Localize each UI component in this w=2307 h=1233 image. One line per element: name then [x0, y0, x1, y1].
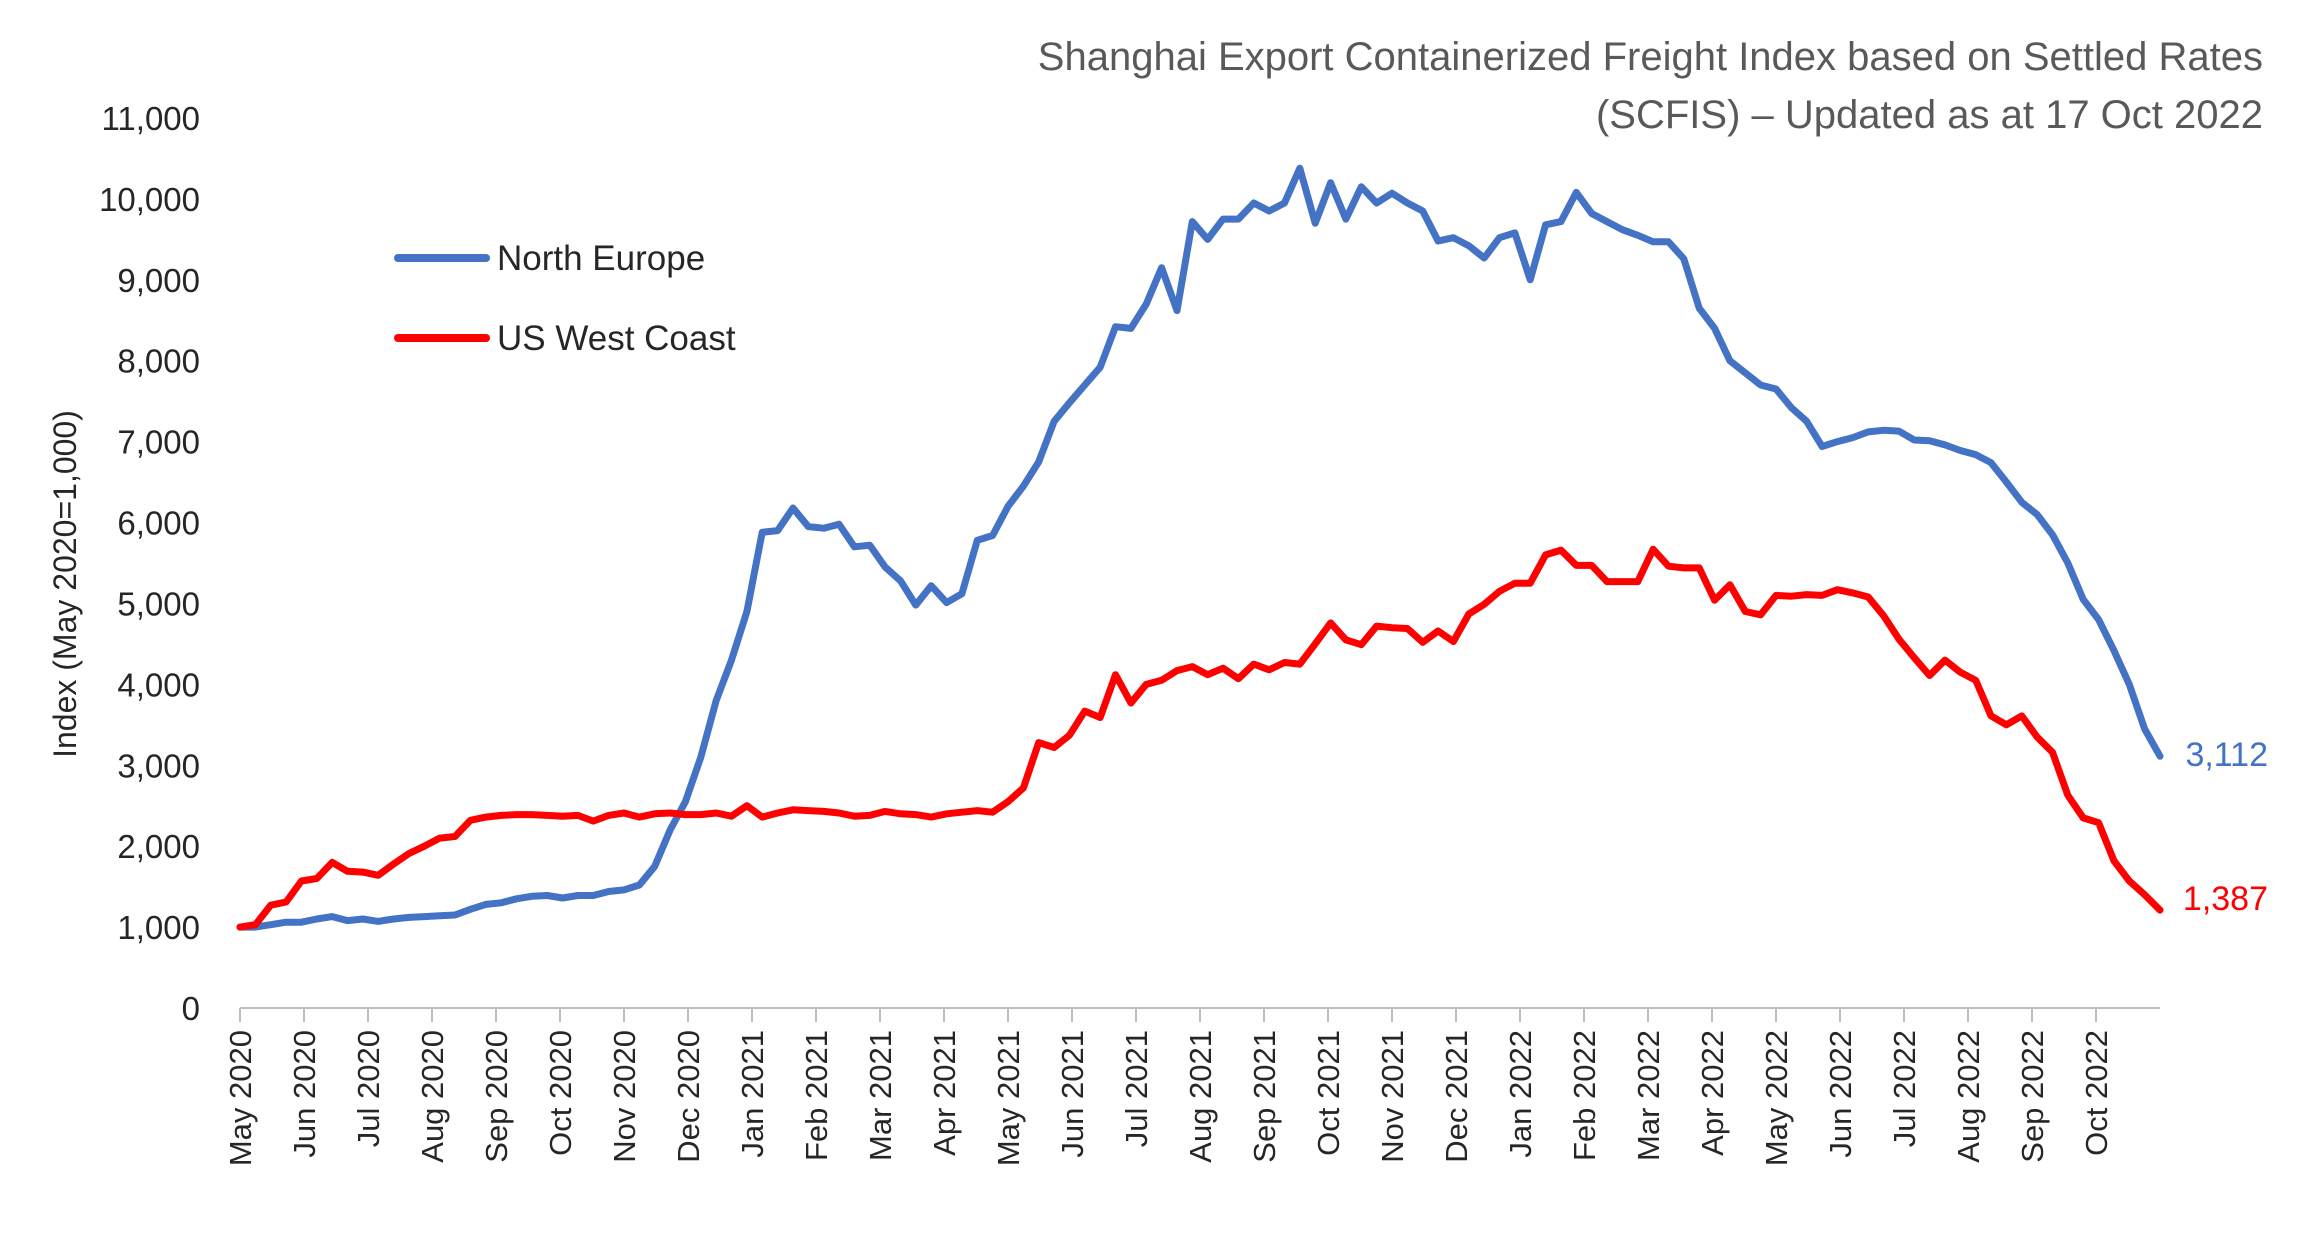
x-tick-label: Oct 2022 [2079, 1030, 2114, 1156]
x-tick-label: Sep 2022 [2015, 1030, 2050, 1163]
chart-title: Shanghai Export Containerized Freight In… [1038, 35, 2263, 137]
x-tick-label: Aug 2022 [1951, 1030, 1986, 1163]
x-tick-label: Oct 2021 [1311, 1030, 1346, 1156]
y-tick-label: 10,000 [99, 181, 200, 218]
x-tick-label: May 2021 [991, 1030, 1026, 1166]
x-tick-label: Jan 2021 [735, 1030, 770, 1158]
x-tick-label: Jul 2021 [1119, 1030, 1154, 1147]
y-tick-label: 9,000 [117, 262, 200, 299]
y-tick-label: 3,000 [117, 747, 200, 784]
y-tick-label: 1,000 [117, 909, 200, 946]
chart-title-line-1: Shanghai Export Containerized Freight In… [1038, 35, 2263, 79]
y-tick-label: 2,000 [117, 828, 200, 865]
legend-label-1: US West Coast [497, 319, 736, 358]
series-end-label-0: 3,112 [2185, 736, 2268, 774]
x-tick-label: Apr 2021 [927, 1030, 962, 1156]
y-tick-label: 6,000 [117, 505, 200, 542]
x-tick-label: Jan 2022 [1503, 1030, 1538, 1158]
series-line-1 [236, 545, 2164, 931]
x-tick-label: May 2022 [1759, 1030, 1794, 1166]
series-end-label-1: 1,387 [2183, 880, 2268, 918]
y-tick-label: 5,000 [117, 585, 200, 622]
x-tick-label: Feb 2021 [799, 1030, 834, 1161]
y-tick-label: 4,000 [117, 666, 200, 703]
x-tick-label: Dec 2020 [671, 1030, 706, 1163]
x-tick-label: Jun 2021 [1055, 1030, 1090, 1158]
x-tick-label: Sep 2020 [479, 1030, 514, 1163]
series-end-labels: 3,112 1,387 [2183, 736, 2268, 918]
x-tick-label: Feb 2022 [1567, 1030, 1602, 1161]
chart-legend: North Europe US West Coast [394, 239, 736, 358]
x-tick-label: Sep 2021 [1247, 1030, 1282, 1163]
y-tick-label: 11,000 [102, 100, 200, 137]
x-tick-label: Nov 2020 [607, 1030, 642, 1163]
x-tick-label: Jul 2022 [1887, 1030, 1922, 1147]
x-tick-label: Nov 2021 [1375, 1030, 1410, 1163]
x-tick-label: Mar 2022 [1631, 1030, 1666, 1161]
legend-label-0: North Europe [497, 239, 705, 278]
x-tick-label: Mar 2021 [863, 1030, 898, 1161]
x-tick-label: Apr 2022 [1695, 1030, 1730, 1156]
y-tick-label: 7,000 [117, 424, 200, 461]
x-tick-label: Jul 2020 [351, 1030, 386, 1147]
y-axis-label: Index (May 2020=1,000) [47, 410, 83, 758]
x-axis: May 2020 Jun 2020 Jul 2020 Aug 2020 Sep 2020… [223, 1007, 2160, 1166]
x-tick-label: Aug 2020 [415, 1030, 450, 1163]
series-lines [236, 164, 2164, 931]
y-axis-ticks: 0 1,000 2,000 3,000 4,000 5,000 6,000 7,000 8,00… [99, 100, 200, 1027]
chart-title-line-2: (SCFIS) – Updated as at 17 Oct 2022 [1596, 93, 2263, 137]
x-tick-label: Oct 2020 [543, 1030, 578, 1156]
x-tick-label: May 2020 [223, 1030, 258, 1166]
series-line-0 [236, 164, 2164, 931]
x-tick-label: Jun 2020 [287, 1030, 322, 1158]
x-tick-label: Aug 2021 [1183, 1030, 1218, 1163]
y-tick-label: 8,000 [117, 343, 200, 380]
x-tick-label: Dec 2021 [1439, 1030, 1474, 1163]
x-tick-label: Jun 2022 [1823, 1030, 1858, 1158]
y-tick-label: 0 [182, 990, 200, 1027]
